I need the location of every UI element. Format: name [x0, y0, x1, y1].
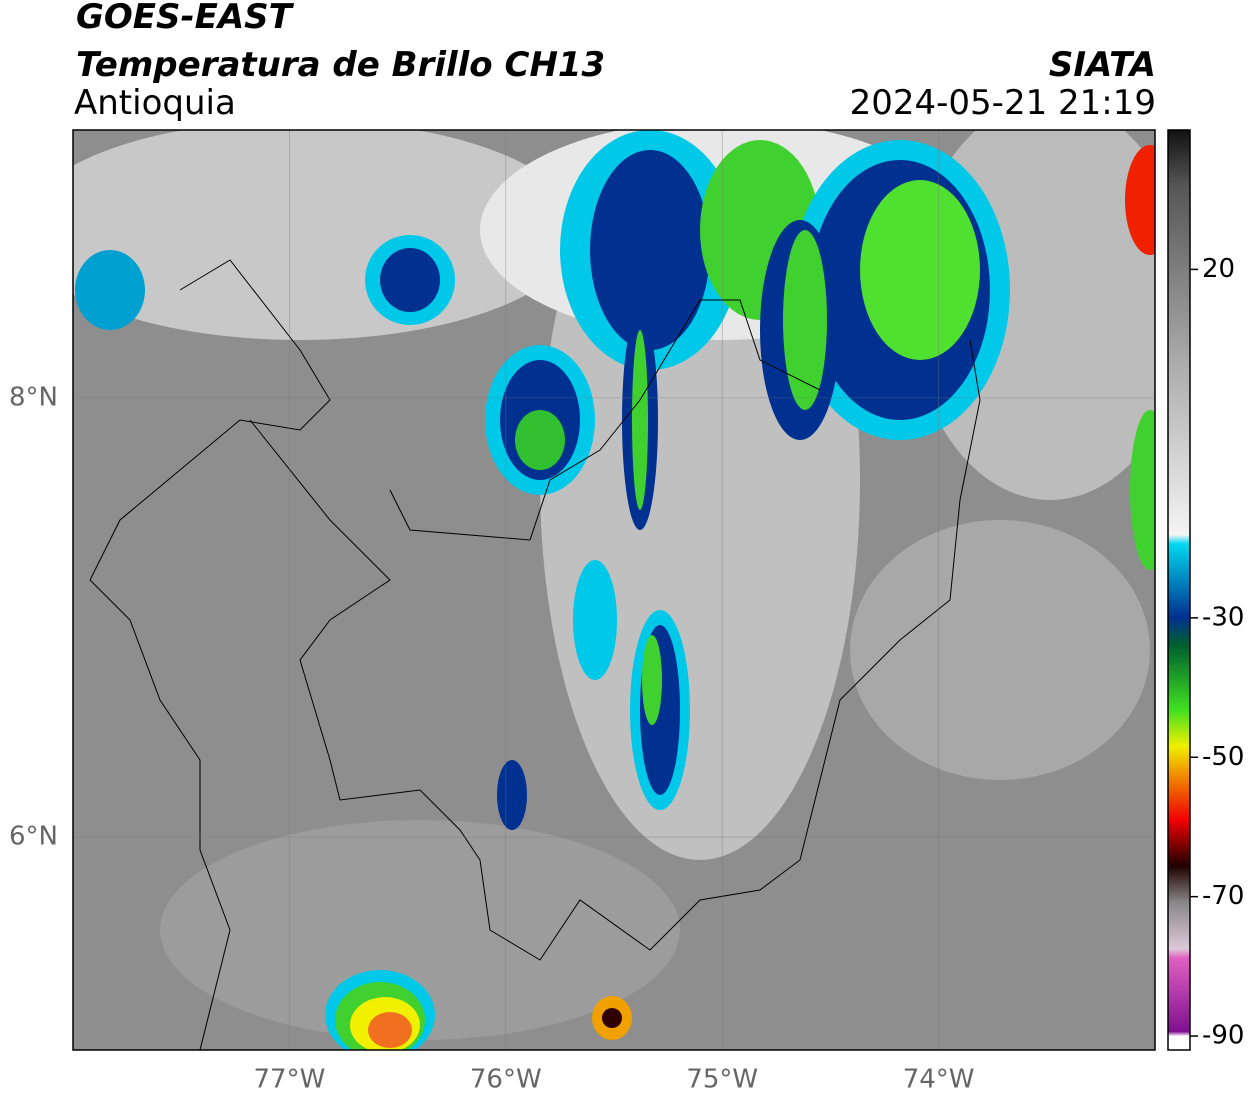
- lon-tick-label: 77°W: [254, 1065, 326, 1095]
- colorbar-tick-label: -30: [1202, 602, 1244, 632]
- colorbar-tick-label: -70: [1202, 881, 1244, 911]
- colorbar: [1167, 129, 1191, 1051]
- colorbar-tick-label: -90: [1202, 1021, 1244, 1051]
- datetime: 2024-05-21 21:19: [849, 83, 1156, 123]
- lat-tick-label: 6°N: [9, 822, 58, 852]
- lon-tick-label: 74°W: [903, 1065, 975, 1095]
- lon-tick-label: 76°W: [470, 1065, 542, 1095]
- region: Antioquia: [74, 83, 236, 123]
- satellite-image: [73, 130, 1155, 1050]
- graticule: 77°W 76°W 75°W 74°W 8°N 6°N: [9, 130, 1155, 1095]
- map-frame: [72, 129, 1156, 1051]
- satellite-title: GOES-EAST: [76, 0, 292, 37]
- organization: SIATA: [1048, 45, 1156, 85]
- colorbar-tick-label: -50: [1202, 742, 1244, 772]
- lon-tick-label: 75°W: [686, 1065, 758, 1095]
- colorbar-tick-label: 20: [1202, 254, 1235, 284]
- lat-tick-label: 8°N: [9, 382, 58, 412]
- product-title: Temperatura de Brillo CH13: [76, 45, 606, 85]
